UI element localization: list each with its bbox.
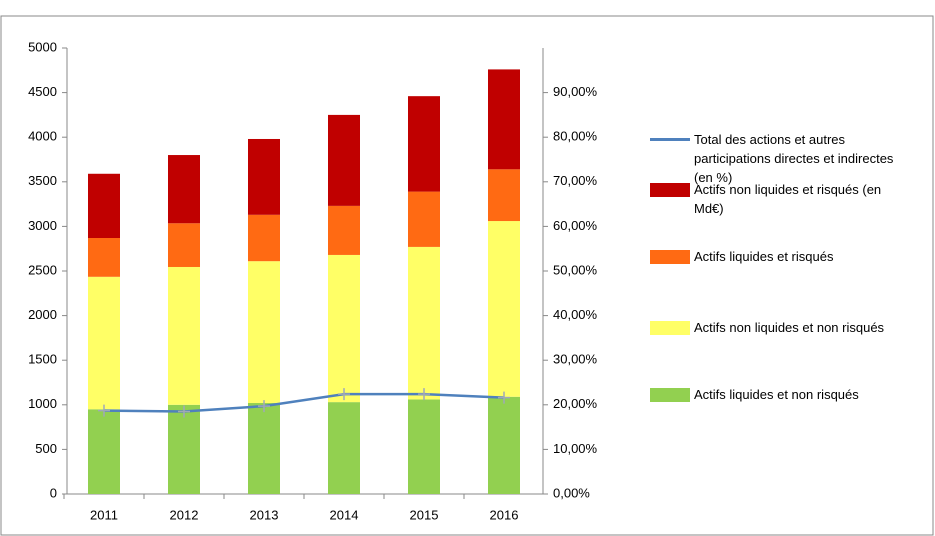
y2-tick-label: 40,00% (553, 307, 598, 322)
bar-segment (88, 237, 120, 277)
y2-tick-label: 50,00% (553, 262, 598, 277)
x-tick-label: 2014 (330, 507, 359, 522)
legend-swatch (650, 138, 690, 141)
y2-tick-label: 70,00% (553, 173, 598, 188)
bar-segment (248, 261, 280, 404)
legend-item: Actifs non liquides et risqués (en Md€) (650, 180, 884, 218)
bar-segment (88, 409, 120, 494)
bar-segment (168, 155, 200, 224)
bar-segment (408, 191, 440, 247)
bar-segment (488, 69, 520, 170)
legend-swatch (650, 183, 690, 197)
bar-segment (248, 214, 280, 262)
line-marker (258, 400, 270, 413)
y-tick-label: 1000 (28, 396, 57, 411)
x-tick-label: 2013 (250, 507, 279, 522)
bar-segment (168, 404, 200, 494)
legend-swatch (650, 388, 690, 402)
y-tick-label: 4500 (28, 84, 57, 99)
y2-tick-label: 0,00% (553, 485, 590, 500)
y-tick-label: 0 (50, 485, 57, 500)
line-marker (498, 391, 510, 404)
y-tick-label: 1500 (28, 352, 57, 367)
bar-segment (88, 173, 120, 238)
y-tick-label: 3500 (28, 173, 57, 188)
legend-item: Total des actions et autres participatio… (650, 130, 894, 187)
y-tick-label: 4000 (28, 129, 57, 144)
line-marker (338, 388, 350, 401)
legend-label: Total des actions et autres participatio… (694, 132, 894, 185)
legend-swatch (650, 250, 690, 264)
legend-item: Actifs non liquides et non risqués (650, 318, 909, 337)
y2-tick-label: 80,00% (553, 129, 598, 144)
bar-segment (328, 254, 360, 403)
bar-segment (488, 169, 520, 222)
y-tick-label: 2500 (28, 262, 57, 277)
bar-segment (408, 96, 440, 192)
line-marker (178, 405, 190, 418)
bar-segment (488, 396, 520, 494)
line-series (103, 392, 505, 413)
y2-tick-label: 10,00% (553, 441, 598, 456)
legend-item: Actifs liquides et non risqués (650, 385, 914, 404)
line-marker (98, 404, 110, 417)
y2-tick-label: 60,00% (553, 218, 598, 233)
legend-swatch (650, 321, 690, 335)
chart-frame (0, 15, 934, 536)
bar-segment (328, 114, 360, 206)
x-tick-label: 2016 (490, 507, 519, 522)
bar-segment (408, 246, 440, 400)
bar-segment (168, 223, 200, 267)
x-tick-label: 2012 (170, 507, 199, 522)
legend-label: Actifs non liquides et risqués (en Md€) (694, 182, 882, 216)
bar-segment (408, 399, 440, 494)
bar-segment (488, 221, 520, 397)
y2-tick-label: 90,00% (553, 84, 598, 99)
x-tick-label: 2011 (90, 507, 118, 522)
bar-segment (328, 205, 360, 255)
bar-segment (168, 266, 200, 405)
y-tick-label: 3000 (28, 218, 57, 233)
bar-segment (88, 276, 120, 410)
line-marker (418, 388, 430, 401)
y-tick-label: 500 (35, 441, 57, 456)
y2-tick-label: 20,00% (553, 396, 598, 411)
bar-segment (248, 138, 280, 215)
bar-segment (248, 403, 280, 494)
x-tick-label: 2015 (410, 507, 439, 522)
y2-tick-label: 30,00% (553, 352, 598, 367)
legend-label: Actifs non liquides et non risqués (694, 320, 885, 335)
legend-item: Actifs liquides et risqués (650, 247, 914, 266)
legend-label: Actifs liquides et risqués (694, 249, 834, 264)
y-tick-label: 2000 (28, 307, 57, 322)
y-tick-label: 5000 (28, 39, 57, 54)
legend-label: Actifs liquides et non risqués (694, 387, 859, 402)
bar-segment (328, 402, 360, 494)
